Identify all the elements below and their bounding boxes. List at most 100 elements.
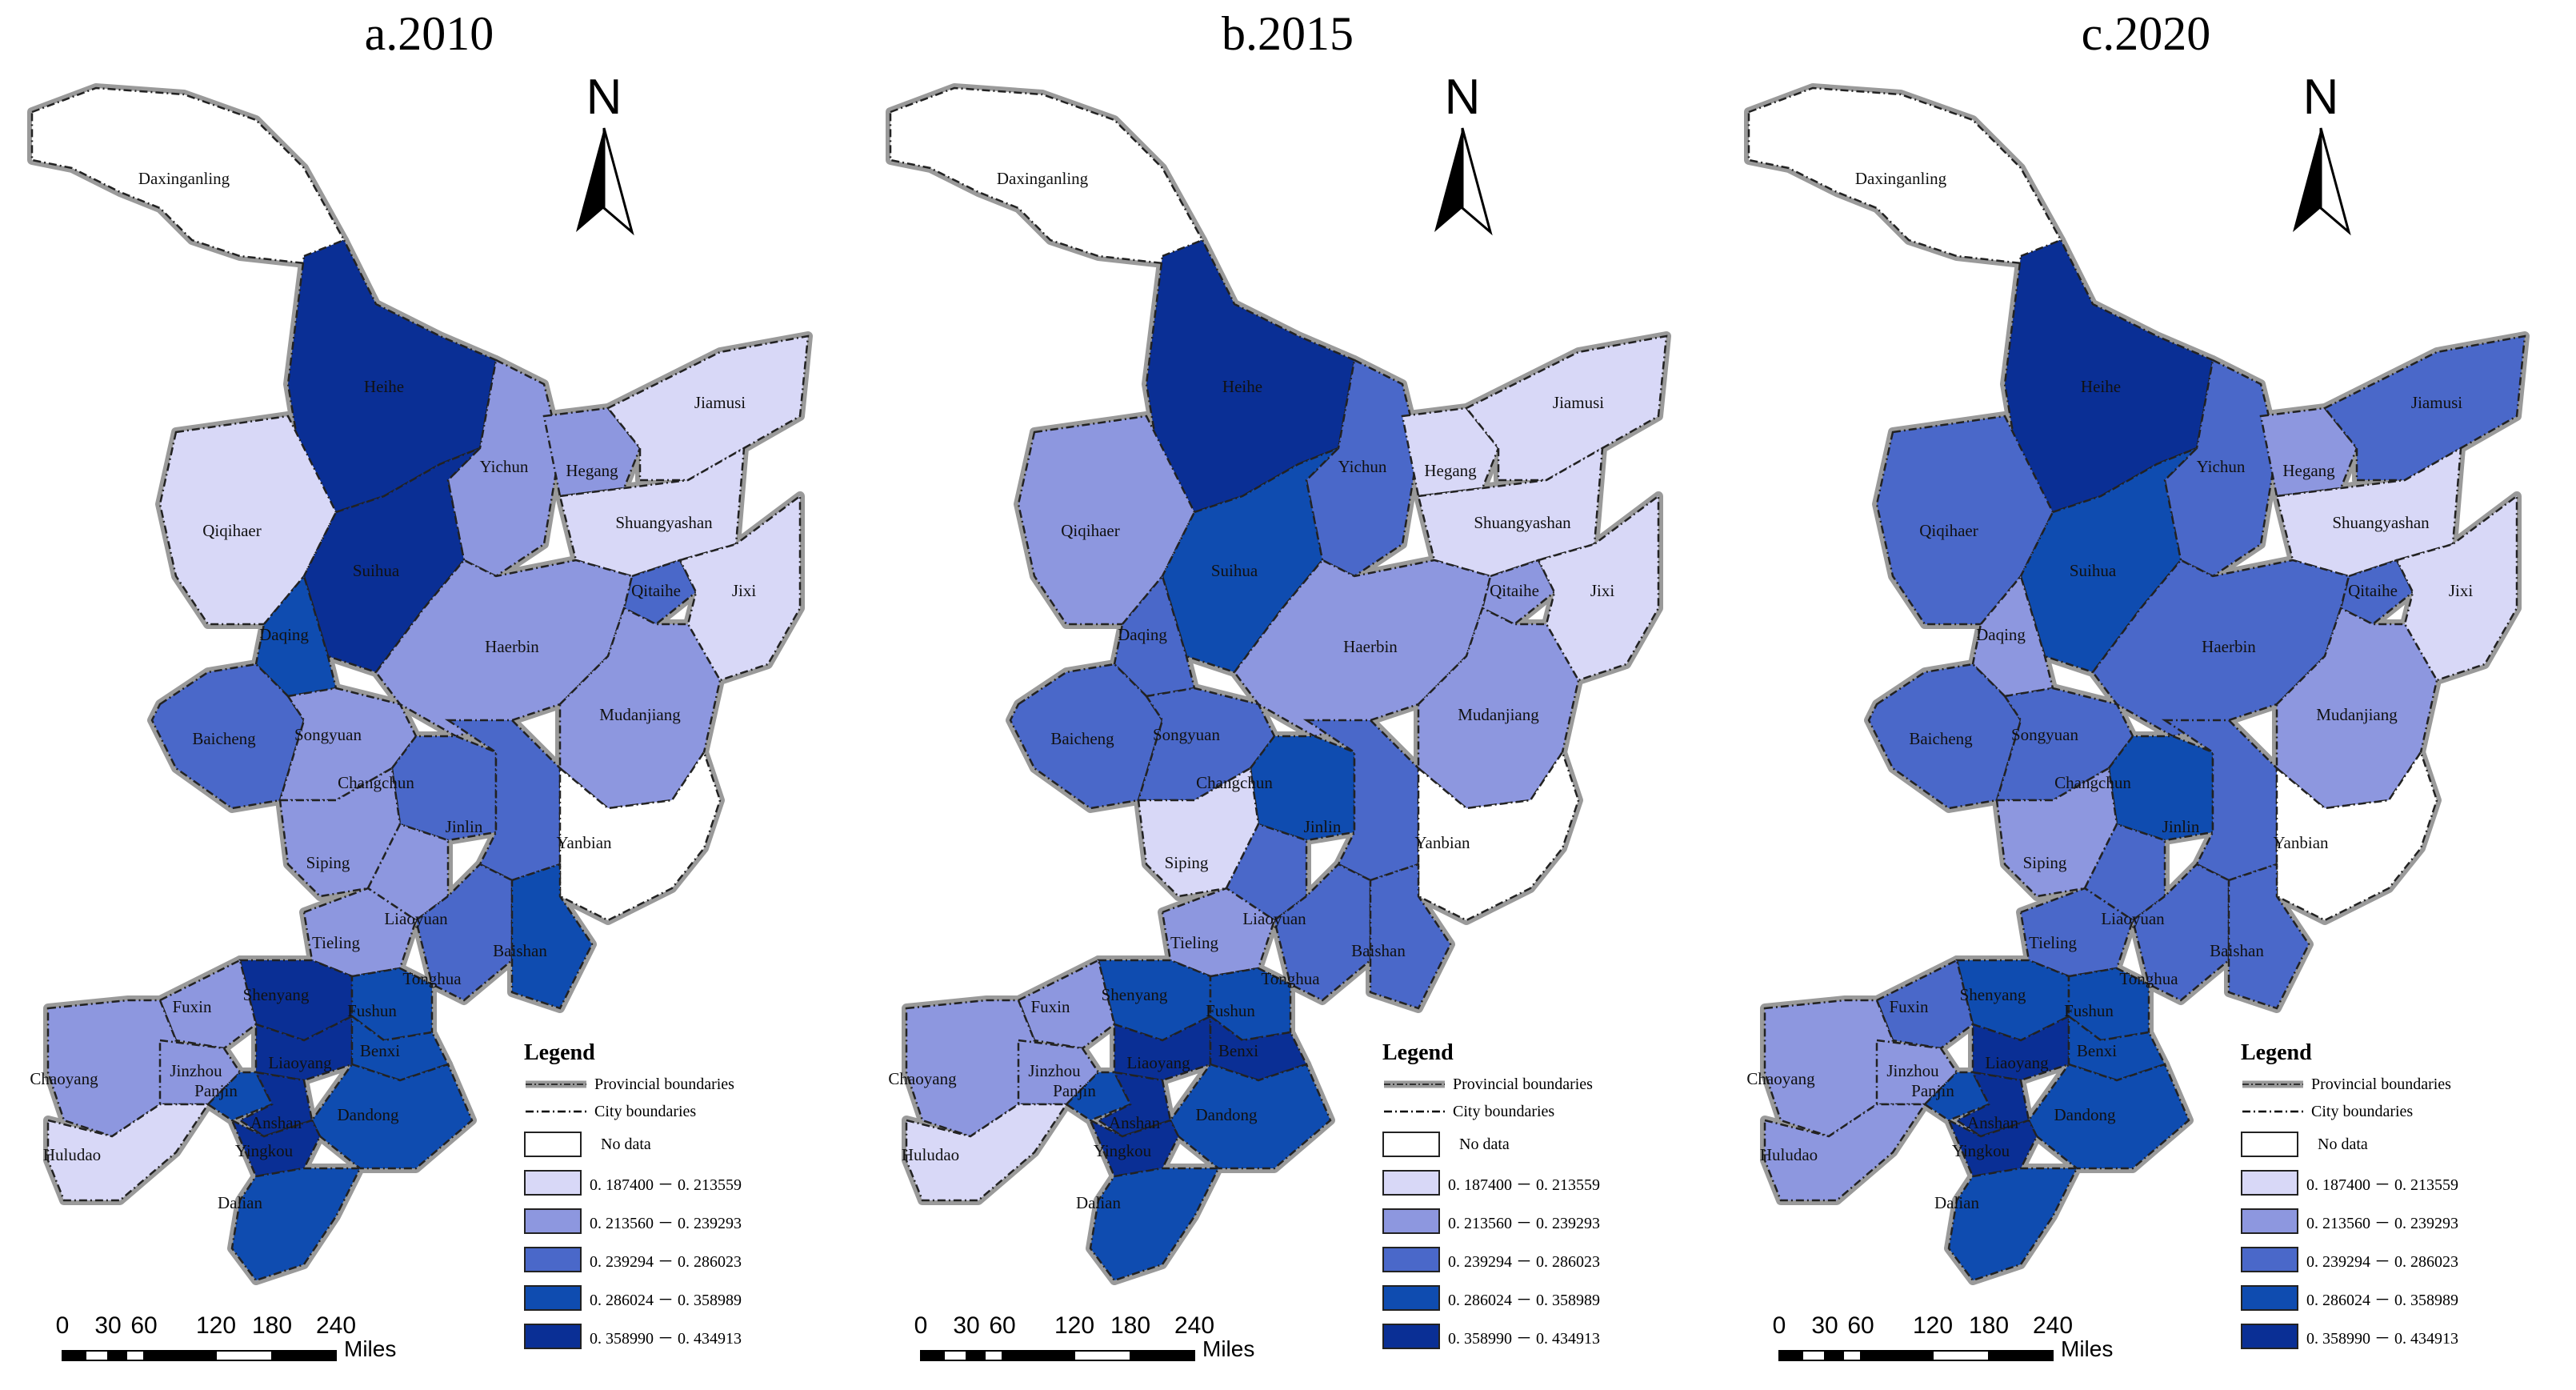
city-label-mudanjiang: Mudanjiang: [2316, 705, 2398, 724]
city-label-qitaihe: Qitaihe: [2348, 581, 2398, 600]
scale-units: Miles: [2061, 1336, 2114, 1361]
city-label-shenyang: Shenyang: [1960, 985, 2026, 1004]
city-label-huludao: Huludao: [1760, 1145, 1818, 1164]
scale-tick-label: 240: [315, 1312, 357, 1339]
region-baishan: [2227, 863, 2310, 1010]
city-label-huludao: Huludao: [43, 1145, 101, 1164]
city-label-haerbin: Haerbin: [1343, 637, 1398, 656]
north-arrow-icon: N: [560, 64, 648, 248]
city-label-siping: Siping: [1165, 853, 1209, 872]
region-daxinganling: [1747, 86, 2062, 266]
city-label-anshan: Anshan: [1967, 1113, 2019, 1132]
city-label-jixi: Jixi: [1590, 581, 1615, 600]
legend-class-2: 0. 213560 － 0. 239293: [524, 1202, 742, 1240]
region-baicheng: [150, 663, 306, 810]
city-label-benxi: Benxi: [1218, 1041, 1258, 1060]
region-jixi: [2395, 494, 2518, 682]
legend-class-4: 0. 286024 － 0. 358989: [1382, 1279, 1600, 1317]
city-label-yichun: Yichun: [480, 457, 529, 476]
north-arrow-icon: N: [2277, 64, 2365, 248]
city-label-yanbian: Yanbian: [2273, 833, 2329, 852]
north-label: N: [1445, 70, 1481, 125]
choropleth-map: Daxinganling Heihe Yichun Hegang Jiamusi Qiqi…: [1744, 83, 2530, 1285]
city-label-jinlin: Jinlin: [1304, 817, 1342, 836]
city-label-benxi: Benxi: [360, 1041, 400, 1060]
city-label-tieling: Tieling: [312, 933, 360, 952]
legend-class-3: 0. 239294 － 0. 286023: [2241, 1240, 2458, 1279]
city-label-qiqihaer: Qiqihaer: [1919, 521, 1978, 540]
region-yanbian: [2275, 750, 2438, 922]
city-label-changchun: Changchun: [2054, 773, 2131, 792]
region-chaoyang: [905, 999, 1036, 1138]
legend-class-3: 0. 239294 － 0. 286023: [1382, 1240, 1600, 1279]
legend-provincial-boundaries: Provincial boundaries: [526, 1075, 734, 1093]
city-label-shenyang: Shenyang: [243, 985, 310, 1004]
legend: Legend Provincial boundaries City boundari…: [1382, 1040, 1600, 1356]
legend-class-1: 0. 187400 － 0. 213559: [1382, 1164, 1600, 1202]
legend-class-4: 0. 286024 － 0. 358989: [2241, 1279, 2458, 1317]
region-qitaihe: [2339, 559, 2414, 626]
scale-tick-label: 180: [1110, 1312, 1151, 1339]
city-label-songyuan: Songyuan: [2011, 725, 2079, 744]
city-label-jinlin: Jinlin: [446, 817, 483, 836]
city-label-suihua: Suihua: [2070, 561, 2117, 580]
city-label-haerbin: Haerbin: [485, 637, 539, 656]
region-dalian: [230, 1167, 362, 1282]
region-suihua: [1161, 447, 1339, 674]
city-label-panjin: Panjin: [1053, 1081, 1096, 1100]
city-label-jinlin: Jinlin: [2162, 817, 2200, 836]
region-songyuan: [1137, 687, 1276, 802]
city-label-baishan: Baishan: [2210, 941, 2264, 960]
legend: Legend Provincial boundaries City boundari…: [2241, 1040, 2458, 1356]
city-label-daqing: Daqing: [1118, 625, 1167, 644]
region-panjin: [206, 1071, 274, 1122]
city-label-qiqihaer: Qiqihaer: [202, 521, 261, 540]
city-label-yingkou: Yingkou: [235, 1141, 294, 1160]
legend-class-2: 0. 213560 － 0. 239293: [1382, 1202, 1600, 1240]
scale-tick-label: 60: [1847, 1312, 1874, 1339]
city-label-yichun: Yichun: [2197, 457, 2246, 476]
region-jixi: [1537, 494, 1660, 682]
city-label-anshan: Anshan: [1109, 1113, 1161, 1132]
region-chaoyang: [46, 999, 178, 1138]
scale-tick-label: 240: [2032, 1312, 2074, 1339]
north-label: N: [586, 70, 622, 125]
city-label-dalian: Dalian: [218, 1193, 262, 1212]
city-label-fushun: Fushun: [347, 1001, 397, 1020]
legend: Legend Provincial boundaries City boundari…: [524, 1040, 742, 1356]
scale-tick-label: 0: [914, 1312, 928, 1339]
legend-class-1: 0. 187400 － 0. 213559: [524, 1164, 742, 1202]
city-label-chaoyang: Chaoyang: [888, 1069, 957, 1088]
city-label-liaoyuan: Liaoyuan: [384, 909, 448, 928]
north-arrow-icon: N: [1418, 64, 1506, 248]
city-label-panjin: Panjin: [1911, 1081, 1954, 1100]
city-label-daxinganling: Daxinganling: [997, 169, 1089, 188]
city-label-yanbian: Yanbian: [1414, 833, 1470, 852]
legend-title: Legend: [1382, 1040, 1454, 1065]
city-label-daqing: Daqing: [259, 625, 309, 644]
region-suihua: [302, 447, 481, 674]
region-jixi: [678, 494, 802, 682]
city-label-baicheng: Baicheng: [192, 729, 256, 748]
city-label-chaoyang: Chaoyang: [30, 1069, 98, 1088]
city-label-jinzhou: Jinzhou: [170, 1061, 222, 1080]
city-label-shenyang: Shenyang: [1102, 985, 1168, 1004]
city-label-fushun: Fushun: [1206, 1001, 1255, 1020]
legend-class-5: 0. 358990 － 0. 434913: [2241, 1317, 2458, 1356]
city-label-suihua: Suihua: [353, 561, 400, 580]
region-qitaihe: [1481, 559, 1556, 626]
city-label-dalian: Dalian: [1076, 1193, 1121, 1212]
scale-tick-label: 60: [989, 1312, 1016, 1339]
city-label-mudanjiang: Mudanjiang: [1458, 705, 1539, 724]
city-label-dandong: Dandong: [1196, 1105, 1258, 1124]
city-label-baicheng: Baicheng: [1909, 729, 1973, 748]
city-label-tonghua: Tonghua: [402, 969, 462, 988]
scale-units: Miles: [1202, 1336, 1255, 1361]
scale-tick-label: 60: [130, 1312, 158, 1339]
city-label-tonghua: Tonghua: [1261, 969, 1320, 988]
city-label-changchun: Changchun: [1196, 773, 1273, 792]
region-daxinganling: [30, 86, 346, 266]
city-label-liaoyang: Liaoyang: [268, 1053, 332, 1072]
city-label-heihe: Heihe: [364, 377, 404, 396]
region-chaoyang: [1763, 999, 1894, 1138]
